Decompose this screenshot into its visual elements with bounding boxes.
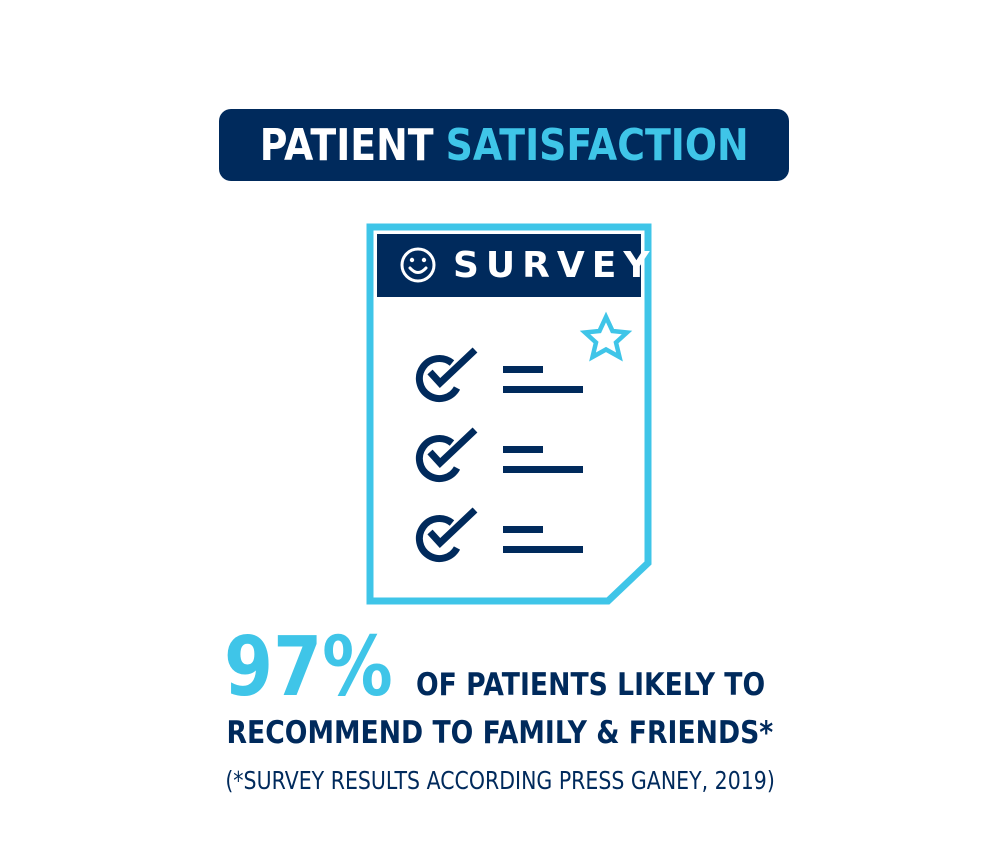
stat-text-line-2: RECOMMEND TO FAMILY & FRIENDS* bbox=[226, 715, 774, 751]
survey-header-band bbox=[377, 234, 641, 297]
stat-text-line-1: OF PATIENTS LIKELY TO bbox=[416, 667, 766, 703]
check-circle-icon bbox=[415, 507, 478, 563]
star-icon bbox=[579, 311, 633, 362]
footnote-text: (*SURVEY RESULTS ACCORDING PRESS GANEY, … bbox=[225, 766, 775, 795]
title-part-satisfaction: SATISFACTION bbox=[445, 119, 749, 171]
title-banner: PATIENT SATISFACTION bbox=[219, 109, 789, 181]
long-line bbox=[503, 546, 583, 553]
long-line bbox=[503, 466, 583, 473]
check-circle-icon bbox=[415, 427, 478, 483]
title-part-patient: PATIENT bbox=[259, 119, 434, 171]
short-line bbox=[503, 446, 543, 453]
short-line bbox=[503, 526, 543, 533]
stat-line-1: 97% OF PATIENTS LIKELY TO bbox=[224, 620, 822, 715]
survey-card-outline bbox=[366, 223, 652, 605]
stat-line-2: RECOMMEND TO FAMILY & FRIENDS* bbox=[0, 713, 1000, 753]
smiley-face-icon bbox=[400, 247, 436, 283]
survey-header-label: SURVEY bbox=[453, 244, 657, 286]
stat-percentage: 97% bbox=[224, 620, 393, 715]
footnote: (*SURVEY RESULTS ACCORDING PRESS GANEY, … bbox=[0, 764, 1000, 798]
long-line bbox=[503, 386, 583, 393]
short-line bbox=[503, 366, 543, 373]
check-circle-icon bbox=[415, 347, 478, 403]
